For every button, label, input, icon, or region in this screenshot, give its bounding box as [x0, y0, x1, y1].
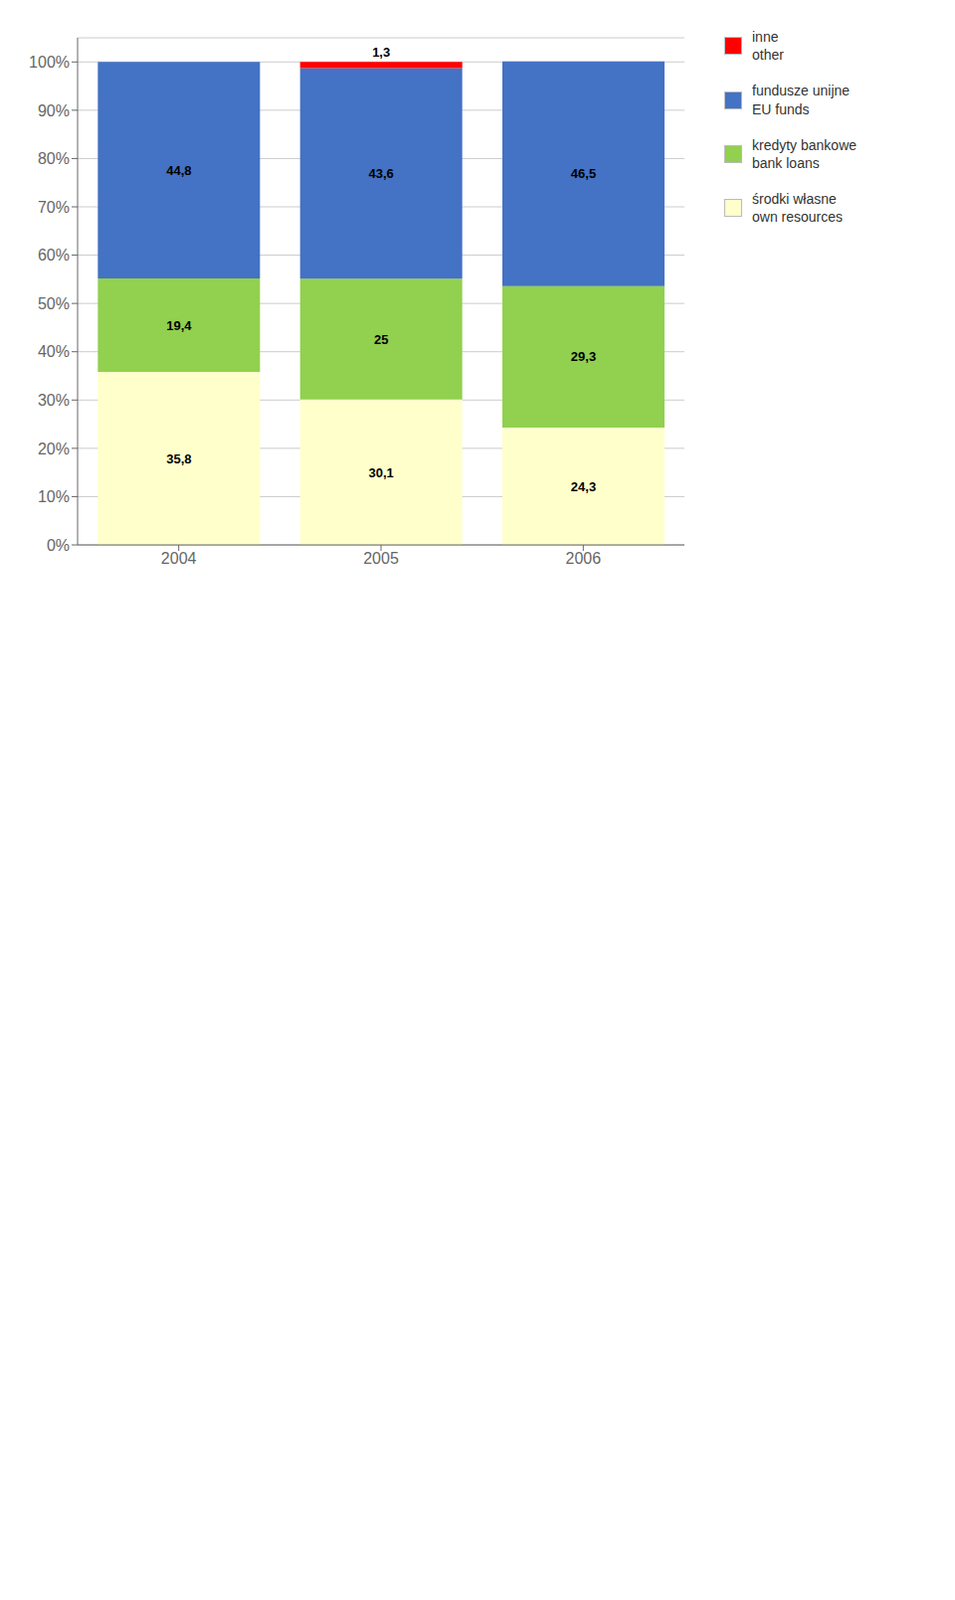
svg-text:30,1: 30,1 — [369, 465, 394, 481]
svg-text:2006: 2006 — [566, 550, 602, 568]
html-text:kredyty bankowe bank loans: kredyty bankowe bank loans — [752, 137, 857, 172]
svg-text:60%: 60% — [37, 246, 70, 264]
svg-text:70%: 70% — [37, 198, 70, 216]
html-text:fundusze unijne EU funds: fundusze unijne EU funds — [752, 82, 850, 117]
svg-text:43,6: 43,6 — [369, 166, 394, 182]
svg-text:19,4: 19,4 — [166, 318, 192, 334]
svg-text:2005: 2005 — [363, 550, 399, 568]
svg-text:2004: 2004 — [161, 550, 197, 568]
svg-text:35,8: 35,8 — [166, 451, 191, 467]
svg-text:24,3: 24,3 — [571, 479, 596, 495]
svg-text:0%: 0% — [46, 537, 70, 555]
html-text:środki własne own resources: środki własne own resources — [752, 191, 843, 226]
svg-text:50%: 50% — [37, 295, 70, 313]
svg-text:30%: 30% — [37, 391, 70, 409]
svg-text:90%: 90% — [37, 102, 70, 120]
html-text:inne other: inne other — [752, 28, 784, 63]
svg-text:29,3: 29,3 — [571, 349, 596, 365]
svg-text:40%: 40% — [37, 343, 70, 361]
svg-text:1,3: 1,3 — [372, 44, 390, 60]
svg-text:44,8: 44,8 — [166, 163, 191, 179]
svg-text:46,5: 46,5 — [571, 166, 596, 182]
svg-text:10%: 10% — [37, 488, 70, 506]
svg-text:20%: 20% — [37, 440, 70, 458]
svg-text:80%: 80% — [37, 150, 70, 168]
svg-text:25: 25 — [374, 332, 388, 348]
svg-text:100%: 100% — [28, 53, 70, 71]
